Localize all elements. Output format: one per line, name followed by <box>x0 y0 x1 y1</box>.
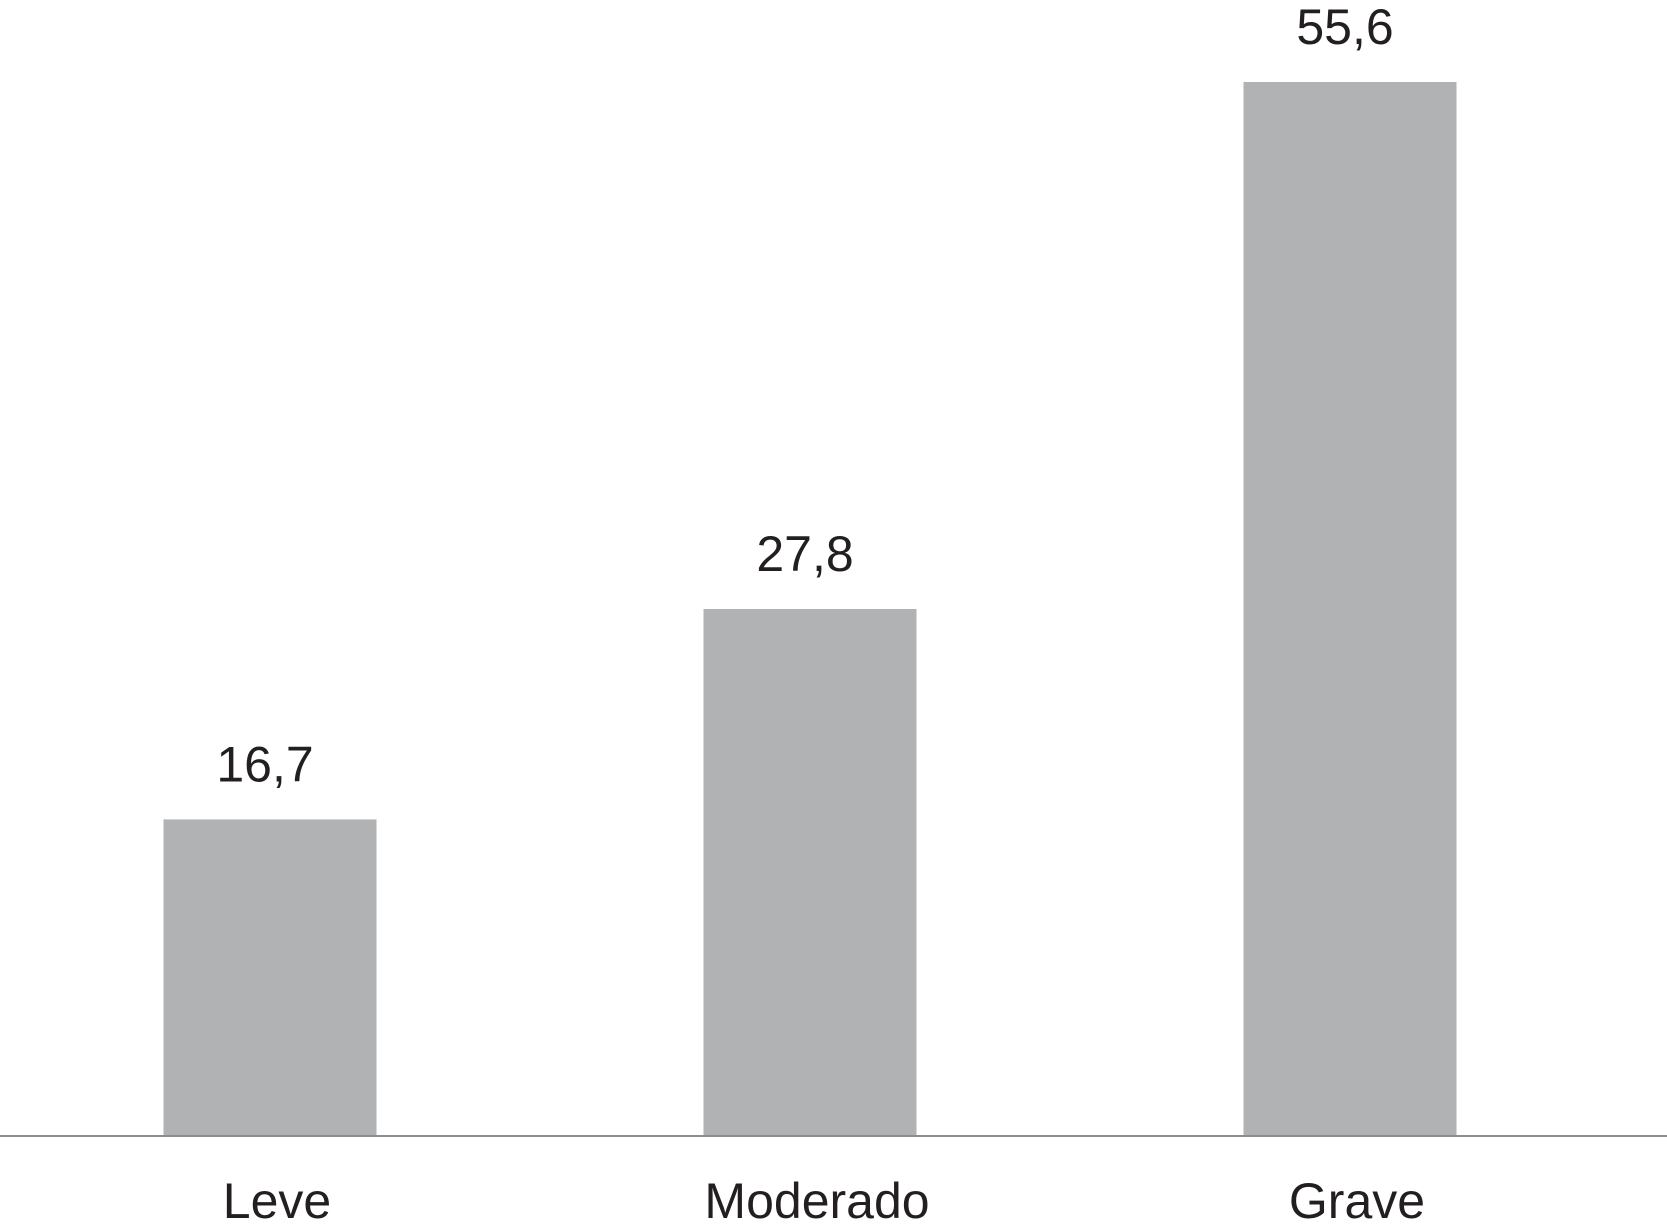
bars-group <box>163 82 1457 1136</box>
value-label-leve: 16,7 <box>216 736 313 792</box>
bar-grave <box>1243 82 1457 1136</box>
value-label-moderado: 27,8 <box>756 526 853 582</box>
value-label-grave: 55,6 <box>1296 0 1393 55</box>
value-labels-group: 16,7 27,8 55,6 <box>216 0 1393 792</box>
category-labels-group: Leve Moderado Grave <box>223 1173 1425 1229</box>
bar-leve <box>163 819 377 1136</box>
category-label-grave: Grave <box>1289 1173 1425 1229</box>
category-label-moderado: Moderado <box>704 1173 929 1229</box>
category-label-leve: Leve <box>223 1173 331 1229</box>
bar-moderado <box>703 609 917 1136</box>
